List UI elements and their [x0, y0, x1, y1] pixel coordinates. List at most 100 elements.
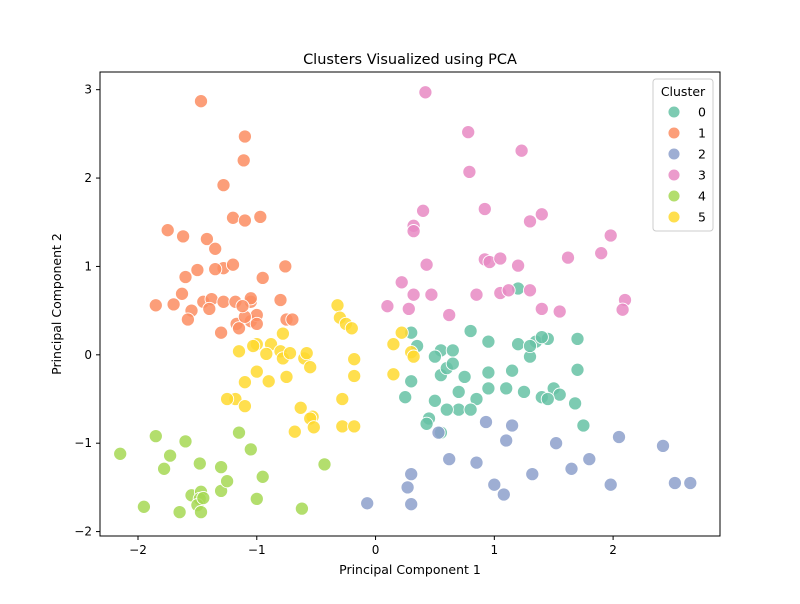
- data-point-cluster-4: [148, 429, 163, 444]
- data-point-cluster-5: [335, 391, 350, 407]
- data-point-cluster-3: [461, 125, 476, 140]
- data-point-cluster-0: [404, 374, 419, 389]
- legend-label-cluster-3: 3: [698, 168, 706, 183]
- data-point-cluster-2: [505, 418, 520, 433]
- data-point-cluster-0: [463, 323, 478, 339]
- data-point-cluster-0: [451, 384, 466, 399]
- legend-label-cluster-1: 1: [698, 126, 706, 141]
- y-tick-label: −1: [74, 436, 92, 450]
- data-point-cluster-4: [113, 446, 128, 461]
- data-point-cluster-1: [148, 298, 163, 313]
- data-point-cluster-1: [225, 257, 241, 272]
- data-point-cluster-1: [216, 294, 231, 309]
- data-point-cluster-0: [427, 349, 442, 364]
- data-point-cluster-0: [419, 416, 434, 431]
- data-point-cluster-0: [505, 363, 520, 378]
- data-point-cluster-5: [261, 374, 276, 389]
- data-point-cluster-0: [451, 402, 466, 417]
- data-point-cluster-1: [253, 209, 268, 224]
- data-point-cluster-1: [208, 262, 223, 277]
- data-point-cluster-2: [499, 433, 514, 448]
- data-point-cluster-2: [469, 455, 484, 470]
- data-point-cluster-0: [481, 365, 496, 380]
- data-point-cluster-4: [294, 501, 309, 516]
- data-point-cluster-1: [178, 269, 193, 285]
- data-point-cluster-4: [136, 499, 151, 514]
- data-point-cluster-1: [160, 223, 175, 238]
- data-point-cluster-0: [463, 402, 478, 417]
- data-point-cluster-5: [231, 344, 247, 359]
- data-point-cluster-5: [386, 367, 401, 382]
- data-point-cluster-5: [394, 325, 409, 340]
- data-point-cluster-1: [166, 297, 181, 312]
- data-point-cluster-3: [552, 304, 567, 319]
- legend-items: 0 1 2 3 4 5: [667, 105, 706, 225]
- legend-marker-cluster-2: [667, 147, 681, 161]
- data-point-cluster-1: [273, 292, 288, 308]
- data-point-cluster-1: [214, 325, 229, 340]
- data-point-cluster-5: [347, 368, 362, 384]
- data-point-cluster-5: [335, 419, 350, 434]
- data-point-cluster-3: [522, 214, 538, 229]
- data-point-cluster-5: [259, 346, 274, 361]
- data-point-cluster-3: [401, 301, 416, 316]
- data-point-cluster-0: [552, 387, 567, 402]
- data-point-cluster-4: [255, 469, 270, 484]
- data-point-cluster-1: [235, 299, 250, 314]
- data-point-cluster-1: [190, 262, 205, 278]
- data-point-cluster-1: [180, 312, 195, 327]
- data-point-cluster-5: [220, 391, 235, 407]
- data-point-cluster-2: [442, 452, 457, 467]
- data-point-cluster-1: [202, 301, 217, 316]
- data-point-cluster-3: [394, 275, 409, 290]
- data-point-cluster-3: [522, 283, 538, 298]
- data-point-cluster-3: [534, 207, 549, 222]
- legend-marker-cluster-3: [667, 168, 681, 182]
- data-point-cluster-5: [299, 346, 314, 361]
- data-point-cluster-5: [306, 420, 321, 435]
- data-point-cluster-5: [330, 298, 345, 313]
- data-point-cluster-1: [199, 231, 214, 247]
- data-point-cluster-0: [570, 331, 585, 346]
- legend-title: Cluster: [661, 84, 706, 99]
- data-point-cluster-1: [225, 210, 241, 225]
- data-point-cluster-3: [560, 250, 576, 265]
- data-point-cluster-4: [214, 460, 229, 475]
- data-point-cluster-0: [445, 343, 460, 358]
- data-point-cluster-4: [196, 490, 211, 506]
- x-tick-label: −2: [129, 543, 147, 557]
- data-point-cluster-2: [603, 477, 618, 492]
- legend-marker-cluster-5: [667, 210, 681, 224]
- data-point-cluster-3: [462, 164, 477, 179]
- data-point-cluster-0: [398, 390, 413, 405]
- data-point-cluster-5: [386, 337, 401, 352]
- data-point-cluster-5: [237, 399, 252, 414]
- data-point-cluster-3: [406, 287, 421, 302]
- data-point-cluster-4: [243, 442, 258, 457]
- x-tick-label: 2: [609, 543, 617, 557]
- data-point-cluster-3: [514, 143, 529, 158]
- data-point-cluster-1: [216, 178, 231, 193]
- data-point-cluster-2: [496, 487, 511, 502]
- data-point-cluster-2: [404, 497, 419, 512]
- data-point-cluster-0: [516, 384, 532, 399]
- data-point-cluster-1: [208, 241, 223, 256]
- data-point-cluster-0: [457, 369, 472, 384]
- data-point-cluster-3: [594, 246, 609, 261]
- legend-label-cluster-4: 4: [698, 189, 706, 204]
- legend-marker-cluster-0: [667, 105, 681, 119]
- data-point-cluster-4: [317, 457, 332, 472]
- data-point-cluster-2: [582, 452, 597, 467]
- x-axis-ticks: −2 −1 0 1 2: [129, 536, 617, 557]
- legend-label-cluster-5: 5: [698, 210, 706, 225]
- data-point-cluster-0: [469, 391, 484, 407]
- data-point-cluster-1: [285, 312, 300, 327]
- y-tick-label: 0: [84, 348, 92, 362]
- data-point-cluster-0: [540, 391, 555, 407]
- legend-label-cluster-0: 0: [698, 105, 706, 120]
- data-point-cluster-1: [278, 259, 293, 274]
- data-point-cluster-2: [431, 425, 446, 440]
- data-point-cluster-5: [303, 360, 318, 375]
- data-point-cluster-1: [176, 229, 191, 244]
